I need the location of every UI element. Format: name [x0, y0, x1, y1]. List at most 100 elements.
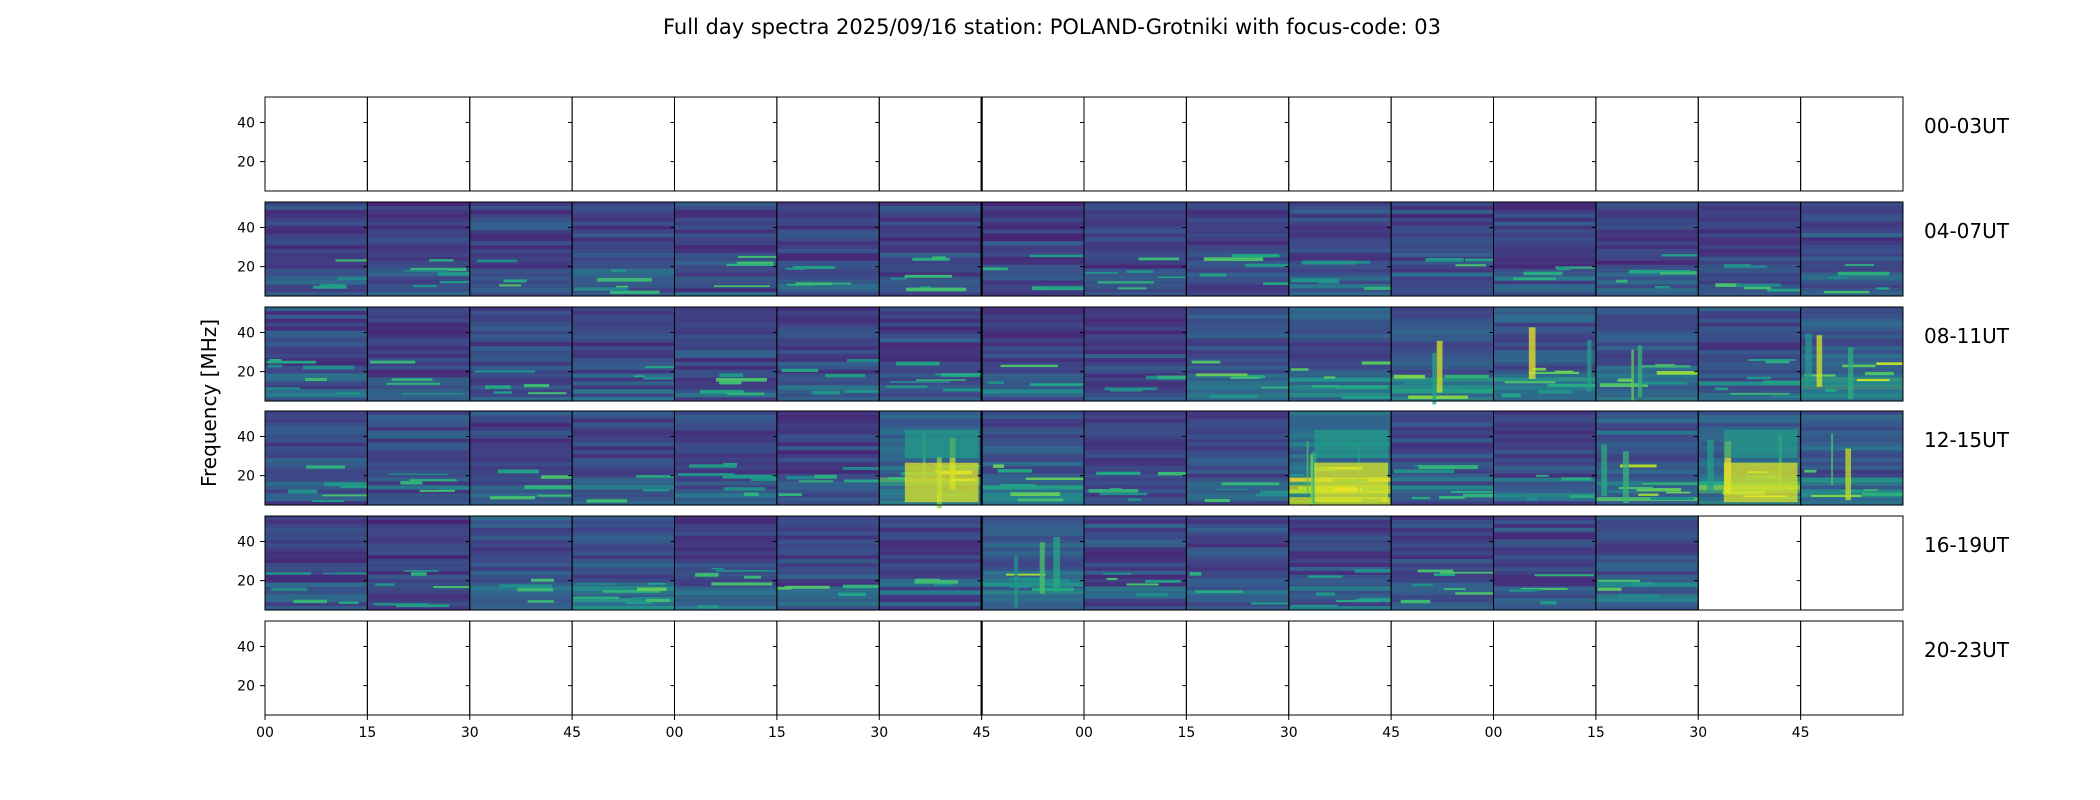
- spectrum-panel-r1-p2: [469, 202, 573, 297]
- spectrum-panel-r4-p13: [1595, 516, 1699, 611]
- panel-frame: [776, 620, 880, 716]
- row-label: 00-03UT: [1924, 114, 2010, 138]
- x-tick-label: 30: [461, 725, 479, 741]
- spectrum-panel-r3-p10: [1288, 411, 1392, 507]
- y-tick-label: 20: [237, 574, 255, 590]
- panel-frame: [1800, 515, 1904, 611]
- panel-frame: [1697, 96, 1802, 192]
- x-tick-label: 15: [358, 725, 376, 741]
- spectrum-panel-r2-p3: [572, 307, 675, 402]
- panel-frame: [1800, 96, 1904, 192]
- spectrum-panel-r4-p8: [1084, 516, 1187, 611]
- x-tick-label: 30: [870, 725, 888, 741]
- panel-frame: [1390, 620, 1494, 716]
- x-tick-label: 15: [1587, 725, 1605, 741]
- spectrum-panel-r3-p7: [981, 411, 1084, 506]
- panel-frame: [981, 620, 1085, 716]
- axes-layer: 40 20 00-03UT 40 20 04-07UT 40 20 08-11UT 40 20 12-…: [237, 96, 2010, 741]
- chart-title: Full day spectra 2025/09/16 station: POL…: [663, 15, 1441, 39]
- spectrum-panel-r4-p3: [572, 516, 675, 611]
- spectrum-panel-r3-p9: [1186, 411, 1289, 506]
- panel-frame: [878, 96, 983, 192]
- spectrum-panel-r4-p5: [776, 516, 880, 611]
- panel-frame: [1697, 620, 1802, 716]
- x-tick-label: 00: [1485, 725, 1503, 741]
- spectrum-panel-r1-p13: [1595, 202, 1699, 297]
- x-tick-label: 15: [768, 725, 786, 741]
- spectrum-panel-r4-p12: [1493, 516, 1596, 611]
- y-tick-label: 20: [237, 365, 255, 381]
- panel-frame: [1083, 96, 1187, 192]
- spectrum-panel-r2-p13: [1595, 307, 1699, 402]
- panel-frame: [776, 96, 880, 192]
- y-tick-label: 40: [237, 220, 255, 236]
- x-tick-label: 30: [1689, 725, 1707, 741]
- spectrum-panel-r2-p2: [469, 307, 573, 402]
- spectrum-panel-r1-p12: [1493, 202, 1596, 297]
- spectrum-panel-r4-p10: [1288, 516, 1392, 611]
- y-tick-label: 40: [237, 325, 255, 341]
- y-tick-label: 20: [237, 469, 255, 485]
- x-tick-label: 00: [1075, 725, 1093, 741]
- spectrum-panel-r3-p5: [776, 411, 880, 506]
- panel-frame: [674, 620, 778, 716]
- spectrum-panel-r4-p9: [1186, 516, 1289, 611]
- y-tick-label: 20: [237, 260, 255, 276]
- panel-frame: [1185, 620, 1290, 716]
- panel-frame: [366, 620, 471, 716]
- spectrum-panel-r2-p9: [1186, 307, 1289, 402]
- spectrum-panel-r1-p1: [367, 202, 470, 297]
- panel-frame: [1800, 306, 1904, 402]
- panel-frame: [469, 96, 573, 192]
- spectrum-panel-r1-p3: [572, 202, 675, 297]
- spectrum-panel-r4-p6: [879, 516, 982, 611]
- panel-frame: [571, 96, 675, 192]
- x-tick-label: 30: [1280, 725, 1298, 741]
- row-label: 20-23UT: [1924, 638, 2010, 662]
- spectrum-panel-r1-p8: [1084, 202, 1187, 297]
- panel-frame: [1083, 620, 1187, 716]
- panel-frame: [1493, 620, 1597, 716]
- spectrum-panel-r4-p7: [981, 516, 1084, 611]
- spectrum-panel-r1-p6: [879, 202, 982, 297]
- spectrum-panel-r3-p8: [1084, 411, 1187, 506]
- panel-frame: [1288, 620, 1392, 716]
- spectrum-panel-r2-p8: [1084, 307, 1187, 402]
- x-tick-label: 45: [563, 725, 581, 741]
- spectrum-panel-r1-p15: [1800, 202, 1903, 297]
- spectrum-panel-r1-p5: [776, 202, 880, 297]
- spectrum-panel-r2-p1: [367, 307, 470, 402]
- spectrum-panel-r1-p4: [674, 202, 777, 297]
- panel-frame: [981, 96, 1085, 192]
- spectrum-panel-r2-p11: [1391, 307, 1494, 405]
- spectrum-panel-r3-p6: [879, 411, 982, 509]
- spectrum-panel-r2-p15: [1800, 307, 1903, 402]
- panel-frame: [1800, 410, 1904, 506]
- spectrum-panel-r1-p7: [981, 202, 1084, 297]
- panel-frame: [264, 96, 368, 192]
- spectrum-panel-r4-p0: [265, 516, 368, 611]
- spectrum-panel-r1-p9: [1186, 202, 1289, 297]
- y-tick-label: 40: [237, 639, 255, 655]
- panel-frame: [469, 620, 573, 716]
- spectrum-panel-r2-p6: [879, 307, 982, 402]
- panel-frame: [1595, 620, 1699, 716]
- panel-frame: [1595, 96, 1699, 192]
- spectrum-panel-r2-p10: [1288, 307, 1392, 402]
- panel-frame: [571, 620, 675, 716]
- row-label: 04-07UT: [1924, 219, 2010, 243]
- row-label: 16-19UT: [1924, 533, 2010, 557]
- row-label: 12-15UT: [1924, 428, 2010, 452]
- row-label: 08-11UT: [1924, 324, 2010, 348]
- y-tick-label: 40: [237, 534, 255, 550]
- spectrum-panel-r3-p2: [469, 411, 573, 506]
- spectrum-panel-r3-p4: [674, 411, 777, 506]
- panel-frame: [674, 96, 778, 192]
- spectrum-panel-r4-p1: [367, 516, 470, 611]
- spectrum-panel-r2-p0: [265, 307, 368, 402]
- panel-frame: [1390, 96, 1494, 192]
- x-tick-label: 45: [1792, 725, 1810, 741]
- x-tick-label: 00: [666, 725, 684, 741]
- panel-frame: [878, 620, 983, 716]
